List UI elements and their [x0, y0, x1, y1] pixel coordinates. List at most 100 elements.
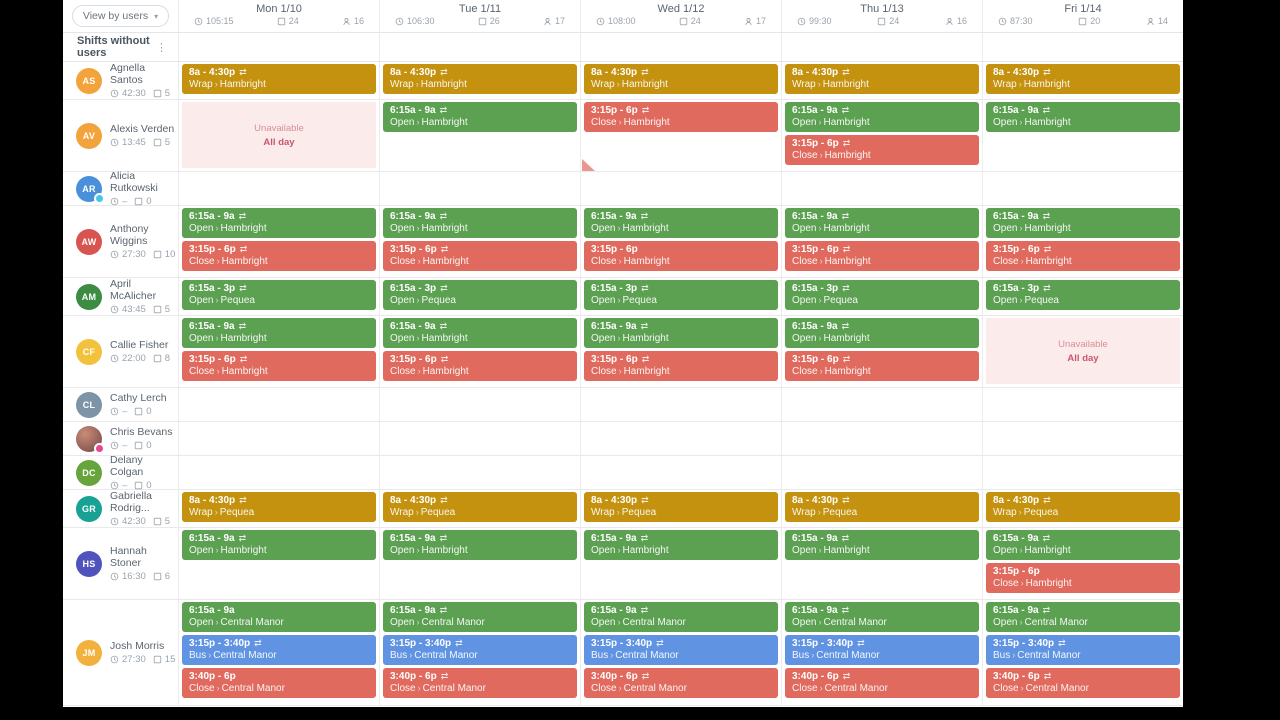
shift-cell-day-2[interactable]: 6:15a - 9a ⇄ Open › Hambright 3:15p - 6p Cl… — [580, 206, 781, 277]
shift-block[interactable]: 3:15p - 6p ⇄ Close › Hambright — [785, 241, 979, 271]
kebab-icon[interactable]: ⋮ — [156, 41, 167, 54]
shift-cell-day-4[interactable] — [982, 388, 1183, 421]
shift-block[interactable]: 6:15a - 3p ⇄ Open › Pequea — [986, 280, 1180, 310]
shift-block[interactable]: 6:15a - 3p ⇄ Open › Pequea — [383, 280, 577, 310]
shifts-without-users-cell-day-4[interactable] — [982, 33, 1183, 61]
shift-cell-day-4[interactable]: 6:15a - 9a ⇄ Open › Hambright 3:15p - 6p Cl… — [982, 528, 1183, 599]
shift-cell-day-1[interactable]: 6:15a - 9a ⇄ Open › Hambright 3:15p - 6p ⇄ C… — [379, 316, 580, 387]
shift-cell-day-3[interactable]: 6:15a - 9a ⇄ Open › Hambright — [781, 528, 982, 599]
shift-block[interactable]: 3:15p - 6p Close › Hambright — [986, 563, 1180, 593]
shift-block[interactable]: 6:15a - 9a ⇄ Open › Hambright — [383, 208, 577, 238]
shift-block[interactable]: 3:15p - 3:40p ⇄ Bus › Central Manor — [182, 635, 376, 665]
shift-block[interactable]: 6:15a - 9a ⇄ Open › Hambright — [182, 208, 376, 238]
shift-cell-day-3[interactable]: 6:15a - 9a ⇄ Open › Hambright 3:15p - 6p ⇄ C… — [781, 316, 982, 387]
shift-cell-day-2[interactable]: 6:15a - 9a ⇄ Open › Hambright 3:15p - 6p ⇄ C… — [580, 316, 781, 387]
shift-block[interactable]: 3:15p - 6p ⇄ Close › Hambright — [584, 351, 778, 381]
unavailable-block[interactable]: Unavailable All day — [182, 102, 376, 168]
shift-cell-day-2[interactable] — [580, 172, 781, 205]
shift-block[interactable]: 3:40p - 6p ⇄ Close › Central Manor — [584, 668, 778, 698]
shift-cell-day-1[interactable]: 6:15a - 9a ⇄ Open › Hambright 3:15p - 6p ⇄ C… — [379, 206, 580, 277]
shift-cell-day-4[interactable]: Unavailable All day — [982, 316, 1183, 387]
shift-cell-day-2[interactable] — [580, 456, 781, 489]
shift-cell-day-0[interactable]: 6:15a - 9a Open › Central Manor 3:15p - 3:… — [178, 600, 379, 705]
shift-cell-day-3[interactable]: 6:15a - 9a ⇄ Open › Hambright 3:15p - 6p ⇄ C… — [781, 206, 982, 277]
shift-cell-day-0[interactable]: Unavailable All day — [178, 100, 379, 171]
shift-block[interactable]: 3:15p - 3:40p ⇄ Bus › Central Manor — [986, 635, 1180, 665]
shift-cell-day-0[interactable]: 6:15a - 3p ⇄ Open › Pequea — [178, 278, 379, 315]
shift-block[interactable]: 3:40p - 6p Close › Central Manor — [182, 668, 376, 698]
shift-block[interactable]: 3:40p - 6p ⇄ Close › Central Manor — [383, 668, 577, 698]
shift-cell-day-2[interactable]: 6:15a - 3p ⇄ Open › Pequea — [580, 278, 781, 315]
shift-block[interactable]: 6:15a - 9a ⇄ Open › Hambright — [785, 208, 979, 238]
shift-cell-day-1[interactable]: 6:15a - 3p ⇄ Open › Pequea — [379, 278, 580, 315]
shifts-without-users-cell-day-2[interactable] — [580, 33, 781, 61]
shift-cell-day-4[interactable]: 6:15a - 3p ⇄ Open › Pequea — [982, 278, 1183, 315]
shift-block[interactable]: 6:15a - 9a ⇄ Open › Hambright — [986, 530, 1180, 560]
shift-cell-day-4[interactable] — [982, 456, 1183, 489]
shift-block[interactable]: 6:15a - 9a ⇄ Open › Hambright — [584, 318, 778, 348]
shift-cell-day-2[interactable]: 6:15a - 9a ⇄ Open › Hambright — [580, 528, 781, 599]
shift-block[interactable]: 6:15a - 9a ⇄ Open › Hambright — [785, 318, 979, 348]
shift-block[interactable]: 6:15a - 3p ⇄ Open › Pequea — [182, 280, 376, 310]
shift-block[interactable]: 8a - 4:30p ⇄ Wrap › Hambright — [584, 64, 778, 94]
shift-cell-day-2[interactable] — [580, 388, 781, 421]
shift-cell-day-2[interactable]: 8a - 4:30p ⇄ Wrap › Hambright — [580, 62, 781, 99]
shift-cell-day-0[interactable] — [178, 172, 379, 205]
shift-cell-day-1[interactable] — [379, 422, 580, 455]
shift-block[interactable]: 6:15a - 9a ⇄ Open › Hambright — [383, 318, 577, 348]
shift-cell-day-1[interactable]: 8a - 4:30p ⇄ Wrap › Hambright — [379, 62, 580, 99]
shift-block[interactable]: 3:15p - 3:40p ⇄ Bus › Central Manor — [584, 635, 778, 665]
shift-block[interactable]: 8a - 4:30p ⇄ Wrap › Pequea — [182, 492, 376, 522]
shift-block[interactable]: 6:15a - 9a ⇄ Open › Hambright — [785, 102, 979, 132]
shift-block[interactable]: 8a - 4:30p ⇄ Wrap › Pequea — [986, 492, 1180, 522]
shift-block[interactable]: 8a - 4:30p ⇄ Wrap › Pequea — [785, 492, 979, 522]
shift-cell-day-3[interactable]: 8a - 4:30p ⇄ Wrap › Hambright — [781, 62, 982, 99]
shift-cell-day-0[interactable]: 6:15a - 9a ⇄ Open › Hambright 3:15p - 6p ⇄ C… — [178, 206, 379, 277]
shift-block[interactable]: 6:15a - 9a Open › Central Manor — [182, 602, 376, 632]
shift-cell-day-1[interactable]: 6:15a - 9a ⇄ Open › Hambright — [379, 100, 580, 171]
shift-cell-day-2[interactable]: 8a - 4:30p ⇄ Wrap › Pequea — [580, 490, 781, 527]
shift-cell-day-0[interactable]: 6:15a - 9a ⇄ Open › Hambright — [178, 528, 379, 599]
shift-block[interactable]: 3:15p - 6p ⇄ Close › Hambright — [182, 351, 376, 381]
shift-cell-day-1[interactable]: 6:15a - 9a ⇄ Open › Central Manor 3:15p - 3… — [379, 600, 580, 705]
shift-cell-day-2[interactable] — [580, 422, 781, 455]
shift-cell-day-4[interactable]: 6:15a - 9a ⇄ Open › Hambright — [982, 100, 1183, 171]
shift-cell-day-4[interactable]: 8a - 4:30p ⇄ Wrap › Pequea — [982, 490, 1183, 527]
shift-block[interactable]: 8a - 4:30p ⇄ Wrap › Hambright — [986, 64, 1180, 94]
shifts-without-users-cell-day-0[interactable] — [178, 33, 379, 61]
shift-block[interactable]: 6:15a - 9a ⇄ Open › Hambright — [182, 530, 376, 560]
shift-block[interactable]: 8a - 4:30p ⇄ Wrap › Hambright — [182, 64, 376, 94]
shift-cell-day-1[interactable] — [379, 456, 580, 489]
shift-cell-day-4[interactable]: 6:15a - 9a ⇄ Open › Hambright 3:15p - 6p ⇄ C… — [982, 206, 1183, 277]
shifts-without-users-cell-day-1[interactable] — [379, 33, 580, 61]
unavailable-block[interactable]: Unavailable All day — [986, 318, 1180, 384]
shift-block[interactable]: 6:15a - 9a ⇄ Open › Hambright — [182, 318, 376, 348]
shift-cell-day-3[interactable] — [781, 456, 982, 489]
shift-block[interactable]: 3:15p - 6p ⇄ Close › Hambright — [383, 241, 577, 271]
shift-block[interactable]: 3:40p - 6p ⇄ Close › Central Manor — [986, 668, 1180, 698]
view-by-users-button[interactable]: View by users ▾ — [71, 5, 170, 27]
shift-block[interactable]: 3:15p - 6p ⇄ Close › Hambright — [584, 102, 778, 132]
shift-cell-day-3[interactable]: 6:15a - 3p ⇄ Open › Pequea — [781, 278, 982, 315]
shift-cell-day-2[interactable]: 6:15a - 9a ⇄ Open › Central Manor 3:15p - 3… — [580, 600, 781, 705]
shift-cell-day-2[interactable]: 3:15p - 6p ⇄ Close › Hambright — [580, 100, 781, 171]
shift-block[interactable]: 6:15a - 9a ⇄ Open › Hambright — [584, 530, 778, 560]
shift-block[interactable]: 3:15p - 6p Close › Hambright — [584, 241, 778, 271]
shift-block[interactable]: 6:15a - 9a ⇄ Open › Central Manor — [785, 602, 979, 632]
shift-block[interactable]: 6:15a - 3p ⇄ Open › Pequea — [785, 280, 979, 310]
shift-block[interactable]: 6:15a - 9a ⇄ Open › Central Manor — [383, 602, 577, 632]
shift-block[interactable]: 8a - 4:30p ⇄ Wrap › Hambright — [383, 64, 577, 94]
shift-cell-day-0[interactable]: 6:15a - 9a ⇄ Open › Hambright 3:15p - 6p ⇄ C… — [178, 316, 379, 387]
shift-cell-day-0[interactable]: 8a - 4:30p ⇄ Wrap › Pequea — [178, 490, 379, 527]
shift-block[interactable]: 3:15p - 3:40p ⇄ Bus › Central Manor — [383, 635, 577, 665]
shift-block[interactable]: 3:15p - 6p ⇄ Close › Hambright — [785, 135, 979, 165]
shift-block[interactable]: 3:40p - 6p ⇄ Close › Central Manor — [785, 668, 979, 698]
shift-block[interactable]: 3:15p - 6p ⇄ Close › Hambright — [986, 241, 1180, 271]
shift-cell-day-1[interactable] — [379, 172, 580, 205]
shift-block[interactable]: 6:15a - 9a ⇄ Open › Hambright — [383, 102, 577, 132]
shift-cell-day-1[interactable]: 8a - 4:30p ⇄ Wrap › Pequea — [379, 490, 580, 527]
shift-cell-day-3[interactable]: 6:15a - 9a ⇄ Open › Central Manor 3:15p - 3… — [781, 600, 982, 705]
shift-block[interactable]: 8a - 4:30p ⇄ Wrap › Pequea — [383, 492, 577, 522]
shift-block[interactable]: 6:15a - 9a ⇄ Open › Central Manor — [584, 602, 778, 632]
shift-cell-day-4[interactable]: 6:15a - 9a ⇄ Open › Central Manor 3:15p - 3… — [982, 600, 1183, 705]
